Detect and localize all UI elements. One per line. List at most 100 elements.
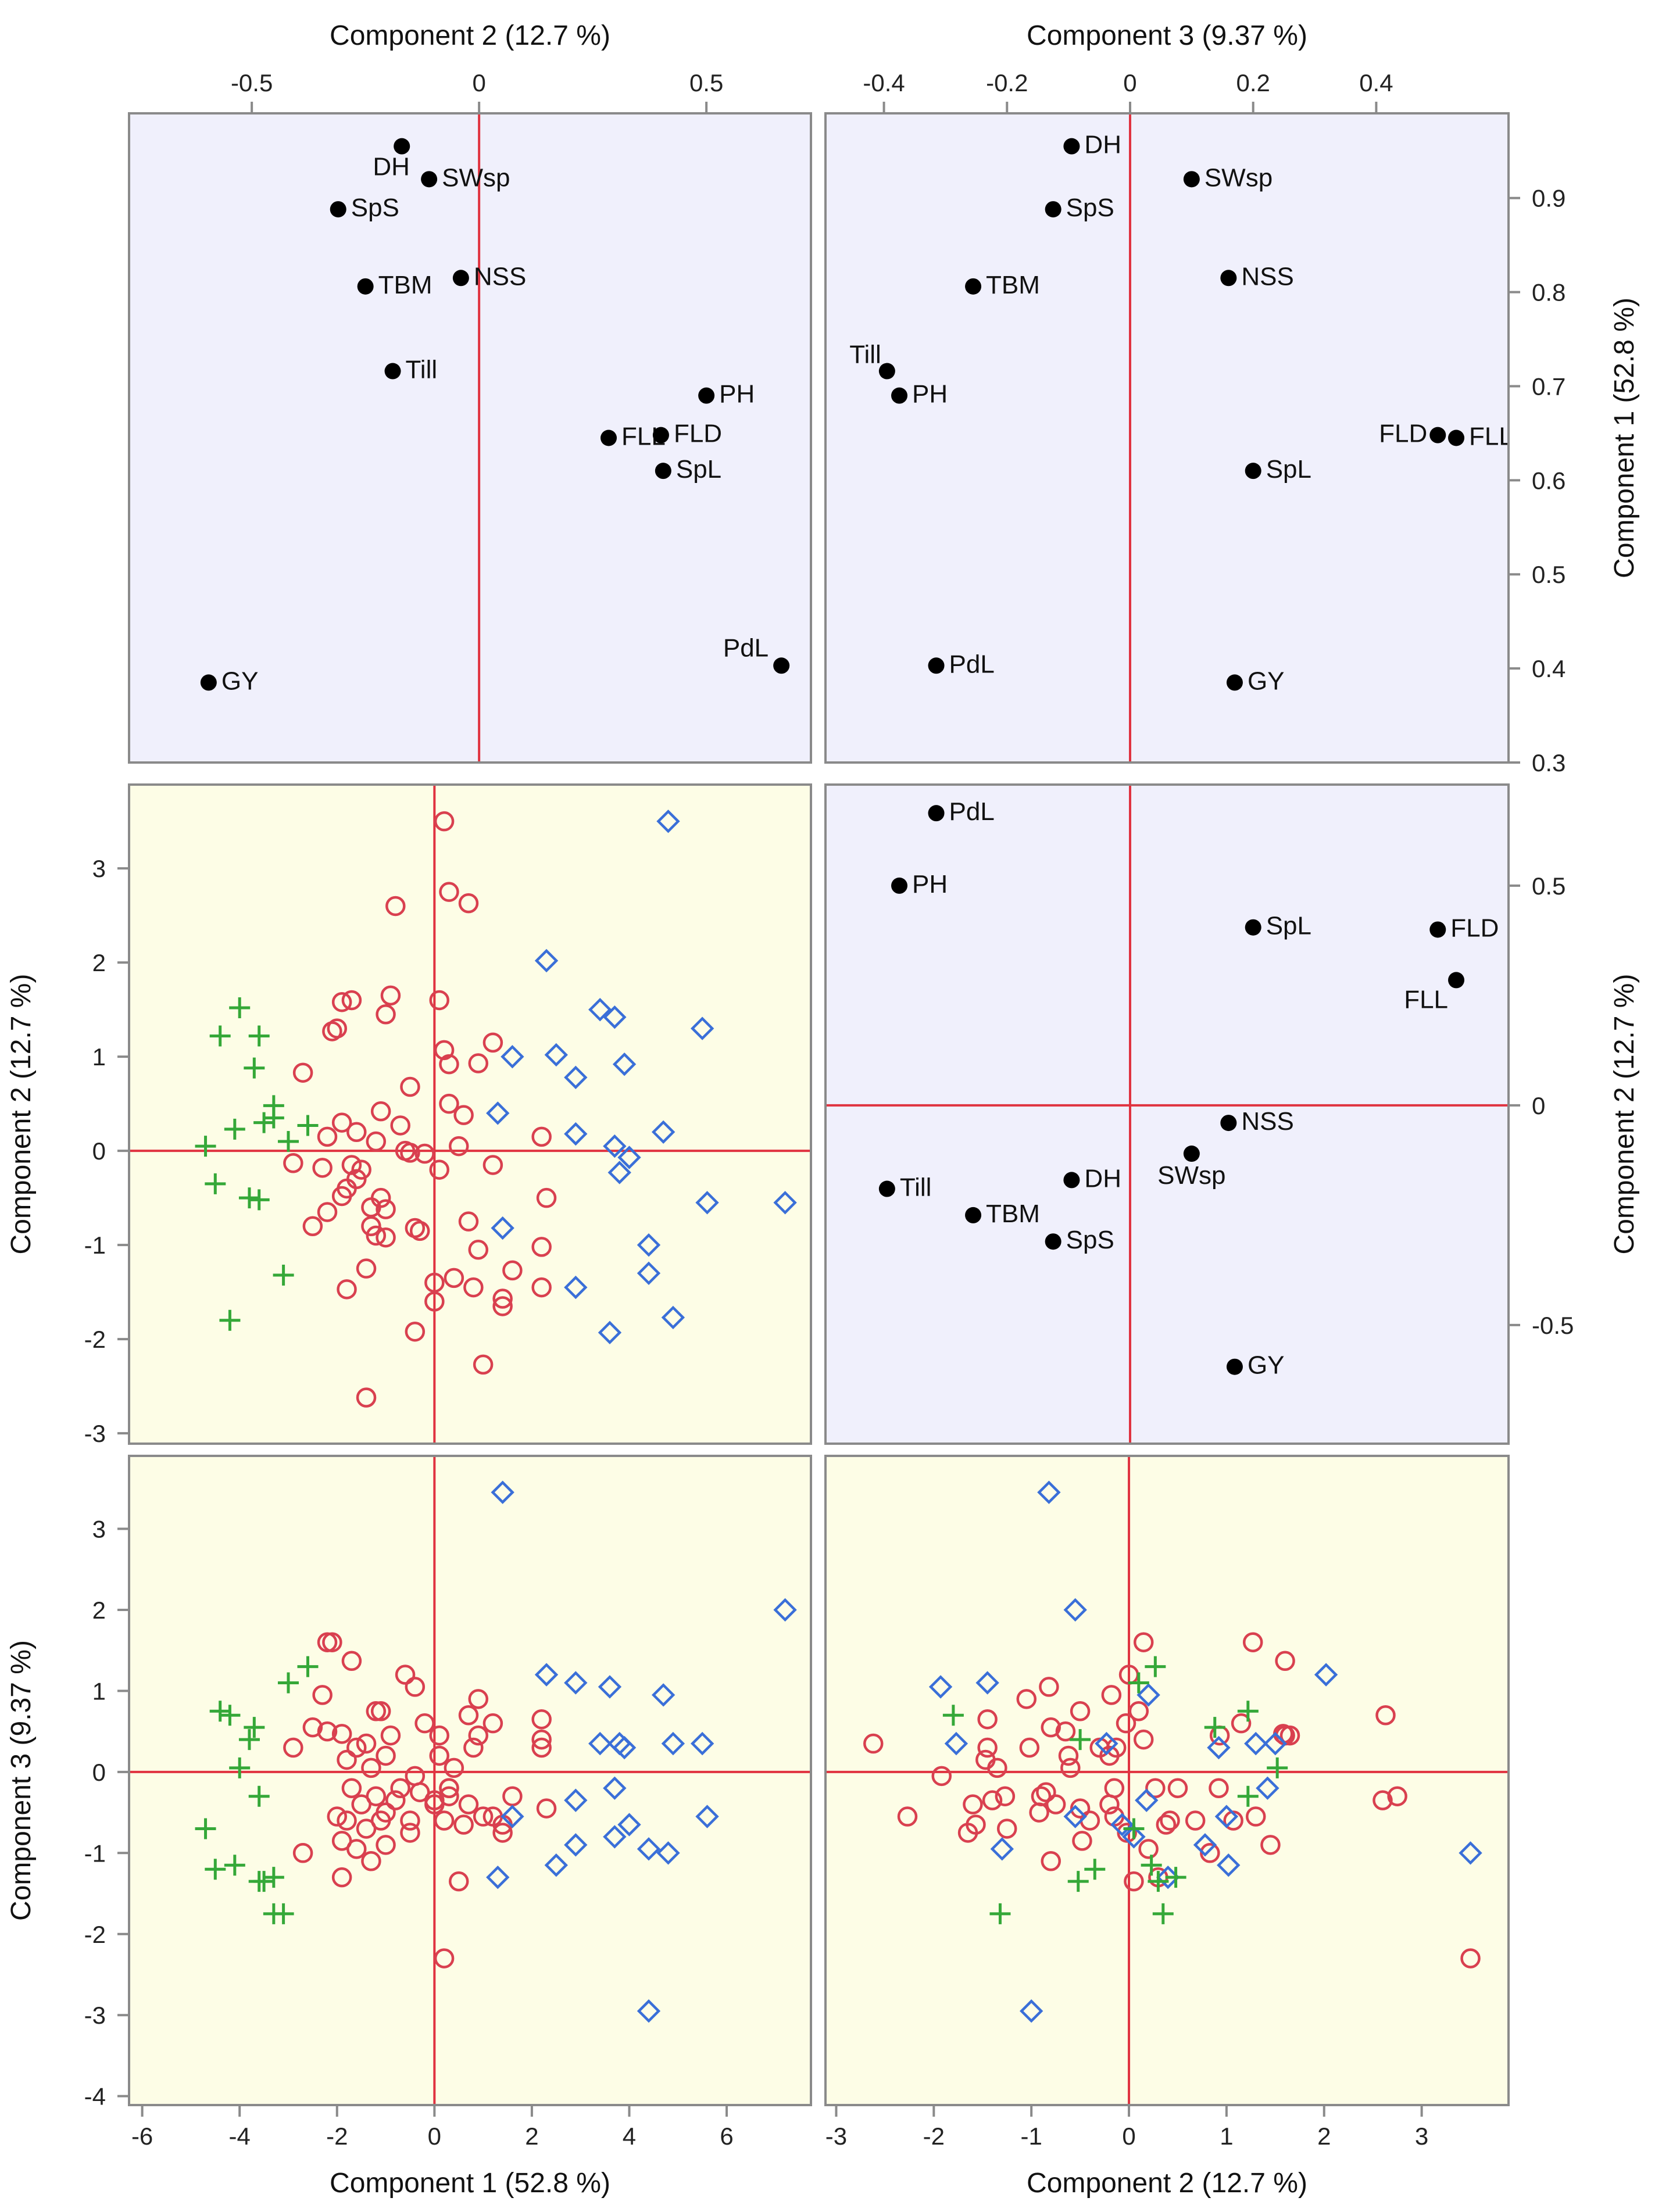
score-point-circle: [302, 1216, 323, 1237]
score-point-circle: [376, 1227, 396, 1248]
score-point-circle: [341, 1778, 362, 1798]
score-point-circle: [376, 1745, 396, 1766]
tick-label: 0: [92, 1137, 106, 1165]
tick-label: -0.5: [231, 69, 273, 96]
score-point-plus: [263, 1107, 284, 1129]
panel-background: [825, 785, 1509, 1444]
score-point-circle: [482, 1155, 503, 1175]
score-point-circle: [376, 1004, 396, 1025]
score-point-circle: [977, 1737, 998, 1758]
tick-label: 0.7: [1532, 373, 1566, 400]
axis-title: Component 1 (52.8 %): [330, 2168, 610, 2199]
score-point-diamond: [928, 1675, 953, 1699]
score-point-circle: [409, 1220, 430, 1241]
panel-loading-c2-vs-c3: DH SWsp SpS TBM NSS Till PH FLL FLD SpL PdL GY: [824, 783, 1510, 1445]
loading-label-gy: GY: [1248, 667, 1285, 695]
tick-label: -4: [229, 2122, 251, 2150]
loading-label-pdl: PdL: [949, 797, 995, 826]
score-point-circle: [1242, 1632, 1263, 1652]
score-point-diamond: [1063, 1598, 1087, 1622]
score-point-circle: [473, 1354, 494, 1375]
score-point-circle: [463, 1277, 484, 1298]
score-point-circle: [1200, 1843, 1220, 1863]
tick-label: -2: [923, 2122, 945, 2150]
score-point-diamond: [637, 1261, 661, 1285]
score-point-circle: [444, 1268, 464, 1288]
score-point-circle: [468, 1053, 488, 1073]
tick-label: -1: [84, 1232, 106, 1259]
score-point-circle: [1060, 1758, 1081, 1778]
score-point-circle: [1209, 1778, 1229, 1798]
score-point-circle: [346, 1737, 367, 1758]
panel-background: [129, 785, 811, 1444]
score-point-plus: [248, 1025, 270, 1047]
score-point-circle: [458, 1705, 479, 1726]
score-point-circle: [957, 1823, 978, 1843]
score-point-diamond: [486, 1101, 510, 1125]
tick-label: -0.2: [986, 69, 1028, 96]
score-point-circle: [1145, 1778, 1166, 1798]
loading-label-fld: FLD: [674, 420, 722, 448]
score-point-diamond: [773, 1598, 797, 1622]
loading-point-spl: [655, 463, 671, 479]
score-point-diamond: [544, 1853, 568, 1877]
score-point-diamond: [656, 1841, 680, 1865]
tick-label: -2: [84, 1326, 106, 1353]
score-point-diamond: [1095, 1731, 1118, 1756]
score-point-circle: [429, 1725, 449, 1746]
score-point-circle: [331, 1867, 352, 1888]
score-point-circle: [356, 1258, 377, 1279]
loading-point-sps: [1045, 1233, 1061, 1250]
score-point-circle: [337, 1749, 357, 1770]
score-point-circle: [1373, 1790, 1393, 1810]
score-point-plus: [195, 1136, 216, 1157]
score-point-circle: [531, 1709, 552, 1730]
loading-point-pdl: [773, 657, 790, 674]
loading-point-fll: [1448, 972, 1465, 989]
score-point-circle: [317, 1632, 338, 1652]
score-point-plus: [297, 1115, 319, 1136]
tick-label: -2: [326, 2122, 348, 2150]
tick-label: -1: [1020, 2122, 1042, 2150]
score-point-circle: [376, 1802, 396, 1823]
score-point-diamond: [1037, 1480, 1061, 1504]
score-point-circle: [897, 1806, 918, 1827]
score-point-plus: [205, 1173, 226, 1194]
score-point-diamond: [975, 1671, 999, 1695]
score-point-diamond: [1135, 1788, 1159, 1812]
panel-score-c3-vs-c2: [824, 1455, 1510, 2106]
score-point-circle: [1055, 1721, 1076, 1742]
score-point-plus: [209, 1025, 231, 1047]
score-point-circle: [361, 1758, 381, 1778]
score-point-circle: [458, 1794, 479, 1814]
loading-label-swsp: SWsp: [1157, 1161, 1225, 1190]
score-point-diamond: [1263, 1731, 1288, 1756]
score-point-circle: [424, 1794, 445, 1814]
score-point-circle: [385, 1790, 406, 1810]
score-point-diamond: [564, 1833, 588, 1857]
score-point-plus: [209, 1701, 231, 1722]
score-point-plus: [248, 1785, 270, 1807]
score-point-circle: [351, 1159, 371, 1180]
score-point-circle: [341, 990, 362, 1011]
score-point-plus: [244, 1057, 265, 1079]
loading-label-dh: DH: [1084, 131, 1121, 159]
axis-title: Component 2 (12.7 %): [6, 974, 37, 1255]
score-point-circle: [292, 1062, 313, 1083]
score-point-circle: [492, 1296, 513, 1316]
score-point-circle: [414, 1143, 435, 1164]
score-point-plus: [1141, 1855, 1162, 1876]
score-point-circle: [463, 1737, 484, 1758]
tick-label: 0.5: [1532, 561, 1566, 588]
score-point-circle: [1058, 1745, 1079, 1766]
score-point-diamond: [617, 1813, 641, 1837]
score-point-diamond: [612, 1735, 637, 1760]
score-point-circle: [405, 1766, 426, 1787]
tick-label: 0: [1123, 69, 1136, 96]
score-point-circle: [405, 1321, 426, 1342]
score-point-diamond: [1459, 1841, 1482, 1865]
loading-point-ph: [891, 877, 908, 894]
tick-label: 1: [92, 1677, 106, 1705]
score-point-circle: [429, 1745, 449, 1766]
loading-point-ph: [891, 387, 908, 404]
